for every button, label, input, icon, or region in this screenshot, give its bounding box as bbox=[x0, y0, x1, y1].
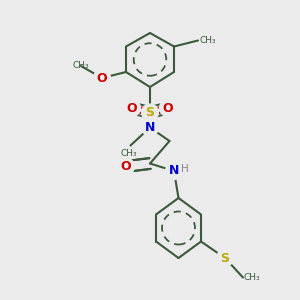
Text: CH₃: CH₃ bbox=[73, 61, 89, 70]
Circle shape bbox=[94, 70, 110, 86]
Circle shape bbox=[124, 100, 140, 116]
Circle shape bbox=[142, 104, 158, 121]
Text: N: N bbox=[145, 121, 155, 134]
Circle shape bbox=[166, 163, 182, 179]
Text: O: O bbox=[97, 71, 107, 85]
Text: H: H bbox=[182, 164, 189, 175]
Text: S: S bbox=[220, 251, 230, 265]
Text: CH₃: CH₃ bbox=[121, 148, 137, 158]
Text: N: N bbox=[169, 164, 179, 178]
Text: CH₃: CH₃ bbox=[200, 36, 216, 45]
Circle shape bbox=[118, 158, 134, 175]
Text: O: O bbox=[163, 101, 173, 115]
Circle shape bbox=[142, 119, 158, 136]
Circle shape bbox=[217, 250, 233, 266]
Text: S: S bbox=[146, 106, 154, 119]
Text: CH₃: CH₃ bbox=[243, 273, 260, 282]
Text: O: O bbox=[127, 101, 137, 115]
Text: O: O bbox=[121, 160, 131, 173]
Circle shape bbox=[160, 100, 176, 116]
